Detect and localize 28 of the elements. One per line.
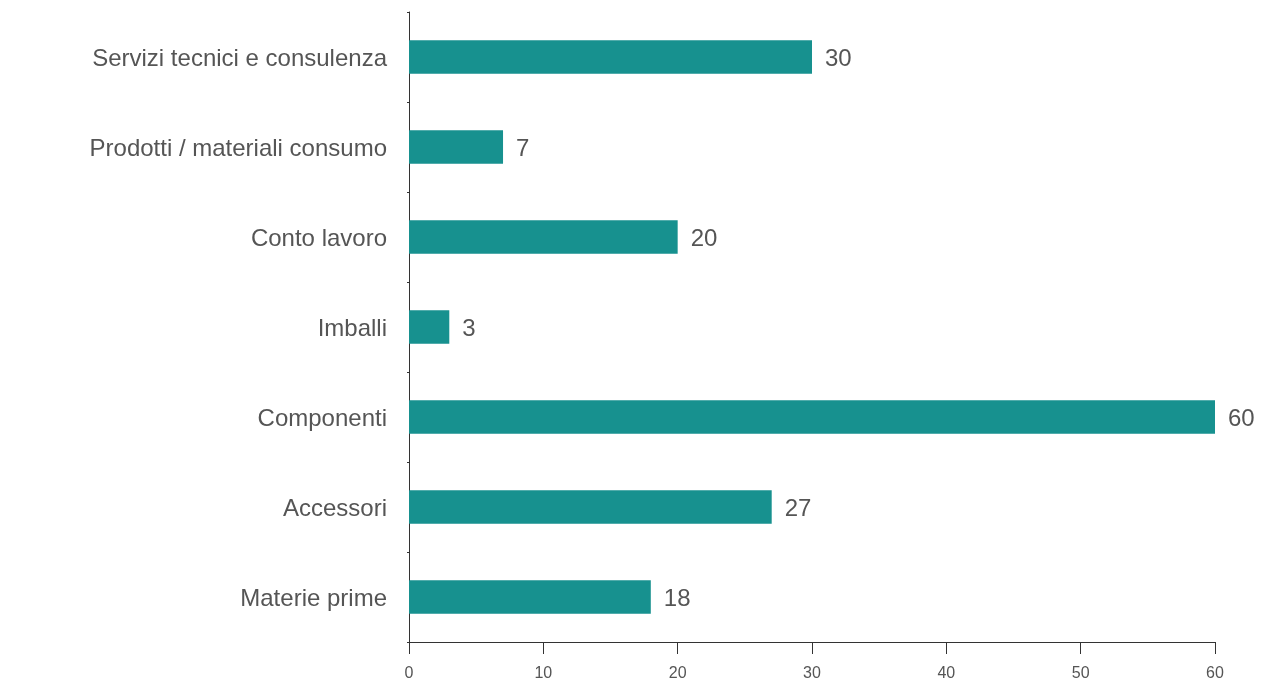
x-tick-label: 0 <box>404 663 414 681</box>
y-tick-label: Materie prime <box>240 583 387 611</box>
data-label: 18 <box>663 583 691 611</box>
y-tick-label: Componenti <box>257 403 387 431</box>
x-tick-label: 60 <box>1206 663 1224 681</box>
x-tick-label: 30 <box>803 663 821 681</box>
bar <box>409 580 651 614</box>
y-tick-label: Accessori <box>282 493 387 521</box>
x-tick-label: 20 <box>668 663 687 681</box>
y-tick-label: Prodotti / materiali consumo <box>89 133 387 161</box>
bar <box>409 310 450 344</box>
bar <box>409 220 678 254</box>
data-label: 30 <box>825 43 852 71</box>
bar <box>409 400 1215 434</box>
bar <box>409 40 812 74</box>
data-label: 7 <box>516 133 530 161</box>
x-tick-label: 50 <box>1071 663 1090 681</box>
data-label: 20 <box>690 223 718 251</box>
bar <box>409 490 772 524</box>
y-tick-label: Imballi <box>317 313 387 341</box>
y-tick-label: Servizi tecnici e consulenza <box>92 43 388 71</box>
data-label: 3 <box>462 313 476 341</box>
x-tick-label: 40 <box>937 663 956 681</box>
data-label: 27 <box>784 493 812 521</box>
x-tick-label: 10 <box>534 663 553 681</box>
bar <box>409 130 504 164</box>
data-label: 60 <box>1228 403 1255 431</box>
y-tick-label: Conto lavoro <box>250 223 387 251</box>
